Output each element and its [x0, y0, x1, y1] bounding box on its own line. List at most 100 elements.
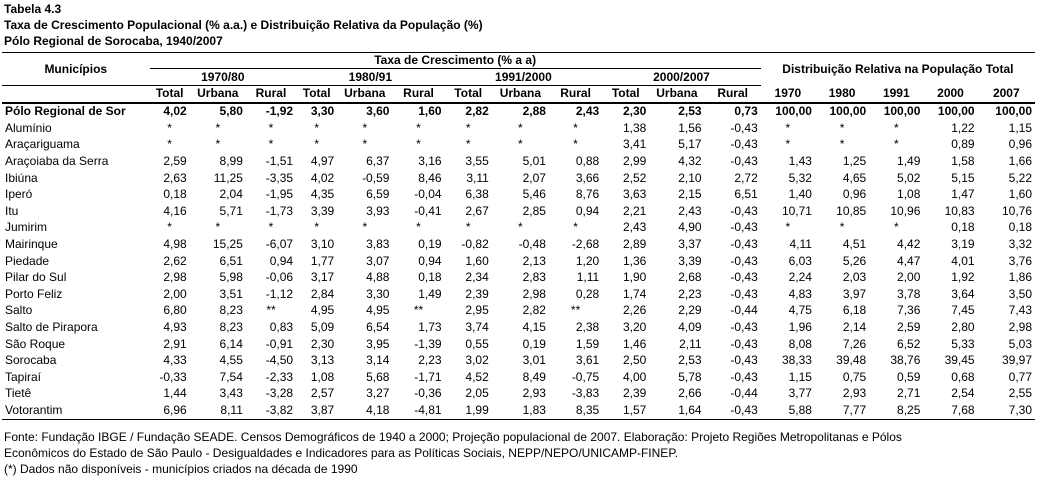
- header-rural: Rural: [245, 85, 297, 104]
- row-value-cell: 1,92: [951, 270, 975, 285]
- row-value-cell: 2,34: [465, 270, 489, 285]
- row-value-cell: *: [268, 120, 274, 135]
- row-value-cell: 6,14: [219, 336, 243, 351]
- row-value-cell: 39,97: [1001, 353, 1032, 368]
- row-value-cell: 4,88: [366, 270, 390, 285]
- row-value-cell: 2,29: [678, 303, 702, 318]
- row-value-cell: 3,51: [219, 286, 243, 301]
- row-value-cell: 1,60: [418, 104, 442, 119]
- row-value-cell: 2,93: [842, 386, 867, 401]
- row-value-cell: 0,59: [897, 369, 921, 384]
- row-value-cell: 2,14: [842, 320, 867, 335]
- row-value-cell: 1,99: [444, 402, 492, 420]
- row-value-cell: *: [167, 120, 172, 135]
- row-value-cell: 4,35: [310, 187, 335, 202]
- row-municipio-name: Sorocaba: [5, 353, 57, 368]
- row-value-cell: *: [416, 220, 421, 235]
- row-value-cell: 8,23: [219, 320, 243, 335]
- row-value-cell: 6,96: [149, 402, 190, 420]
- row-value-cell: 6,51: [734, 187, 758, 202]
- row-municipio-name: Salto: [5, 303, 33, 318]
- table-region: Pólo Regional de Sorocaba, 1940/2007: [4, 34, 223, 48]
- row-value-cell: 0,77: [1008, 369, 1032, 384]
- table-row: Votorantim 6,96 8,11 -3,82 3,87 4,18 -4,81 1,99…: [2, 402, 1035, 420]
- row-value-cell: *: [465, 137, 471, 152]
- row-value-cell: 100,00: [937, 104, 975, 119]
- table-row: Pilar do Sul 2,98 5,98 -0,06 3,17 4,88 0,18 2,3…: [2, 269, 1035, 286]
- row-value-cell: 0,88: [575, 154, 600, 169]
- table-number: Tabela 4.3: [4, 2, 62, 16]
- row-value-cell: 1,25: [842, 154, 867, 169]
- row-value-cell: 10,71: [781, 203, 812, 218]
- row-value-cell: 1,77: [310, 253, 335, 268]
- row-value-cell: 2,07: [522, 170, 546, 185]
- row-value-cell: 5,22: [1008, 170, 1032, 185]
- row-value-cell: *: [785, 120, 791, 135]
- row-value-cell: 7,36: [897, 303, 921, 318]
- row-value-cell: 3,01: [522, 353, 546, 368]
- row-value-cell: 2,80: [951, 320, 975, 335]
- row-value-cell: 0,18: [418, 270, 442, 285]
- row-municipio-name: Tietê: [5, 386, 32, 401]
- row-value-cell: 5,46: [522, 187, 546, 202]
- row-value-cell: 0,75: [842, 369, 867, 384]
- row-value-cell: 3,39: [678, 253, 702, 268]
- row-value-cell: 5,80: [219, 104, 243, 119]
- row-value-cell: *: [785, 220, 791, 235]
- table-row: Tapiraí -0,33 7,54 -2,33 1,08 5,68 -1,71 4,52 8,…: [2, 369, 1035, 386]
- row-value-cell: 6,37: [366, 154, 390, 169]
- row-value-cell: -0,04: [414, 187, 442, 202]
- row-value-cell: 2,43: [678, 203, 702, 218]
- row-value-cell: 3,14: [366, 353, 390, 368]
- row-value-cell: 2,91: [163, 336, 187, 351]
- table-row: Salto 6,80 8,23 ** 4,95 4,95 ** 2,95 2,82 ** 2,26 2…: [2, 303, 1035, 320]
- row-value-cell: 2,66: [678, 386, 702, 401]
- row-value-cell: *: [362, 120, 368, 135]
- footer-source-line2: Econômicos do Estado de São Paulo - Desi…: [4, 446, 679, 460]
- row-value-cell: -0,33: [159, 369, 187, 384]
- row-value-cell: 1,49: [897, 154, 921, 169]
- row-value-cell: 5,02: [897, 170, 921, 185]
- row-value-cell: -1,12: [265, 286, 294, 301]
- row-value-cell: -3,28: [265, 386, 294, 401]
- row-value-cell: -4,50: [265, 353, 294, 368]
- row-value-cell: -0,43: [730, 336, 758, 351]
- row-value-cell: 5,26: [842, 253, 867, 268]
- row-value-cell: *: [215, 120, 221, 135]
- row-value-cell: 1,64: [649, 402, 705, 420]
- row-value-cell: *: [518, 120, 523, 135]
- row-value-cell: *: [167, 220, 172, 235]
- row-value-cell: 1,60: [465, 253, 489, 268]
- row-value-cell: -0,43: [730, 253, 758, 268]
- row-value-cell: 2,00: [163, 286, 187, 301]
- header-period: 2000/2007: [602, 68, 761, 86]
- header-period: 1980/91: [296, 68, 445, 86]
- row-value-cell: 4,65: [842, 170, 867, 185]
- row-value-cell: *: [314, 137, 319, 152]
- row-value-cell: 4,55: [219, 353, 243, 368]
- row-value-cell: 2,43: [622, 220, 647, 235]
- row-value-cell: 3,39: [310, 203, 335, 218]
- row-value-cell: -0,43: [730, 270, 758, 285]
- row-value-cell: 38,76: [890, 353, 921, 368]
- row-value-cell: **: [570, 303, 581, 318]
- row-municipio-name: Alumínio: [5, 120, 52, 135]
- row-value-cell: 7,68: [923, 402, 978, 420]
- row-value-cell: 3,83: [366, 237, 390, 252]
- table-row: Ibiúna 2,63 11,25 -3,35 4,02 -0,59 8,46 3,11 2,0…: [2, 170, 1035, 187]
- row-value-cell: 7,43: [1008, 303, 1032, 318]
- row-value-cell: *: [573, 137, 578, 152]
- row-municipio-name: Jumirim: [5, 220, 47, 235]
- row-value-cell: 1,57: [602, 402, 650, 420]
- row-value-cell: 2,11: [679, 336, 702, 351]
- row-value-cell: 5,98: [219, 270, 243, 285]
- row-value-cell: 3,97: [842, 286, 867, 301]
- table-row: Iperó 0,18 2,04 -1,95 4,35 6,59 -0,04 6,38 5,46 8…: [2, 186, 1035, 203]
- row-value-cell: -0,43: [730, 320, 758, 335]
- row-value-cell: 2,52: [622, 170, 647, 185]
- row-value-cell: -0,43: [730, 353, 758, 368]
- row-value-cell: 2,05: [465, 386, 489, 401]
- row-value-cell: 3,30: [366, 286, 390, 301]
- row-value-cell: -0,06: [265, 270, 294, 285]
- row-municipio-name: Ibiúna: [5, 170, 38, 185]
